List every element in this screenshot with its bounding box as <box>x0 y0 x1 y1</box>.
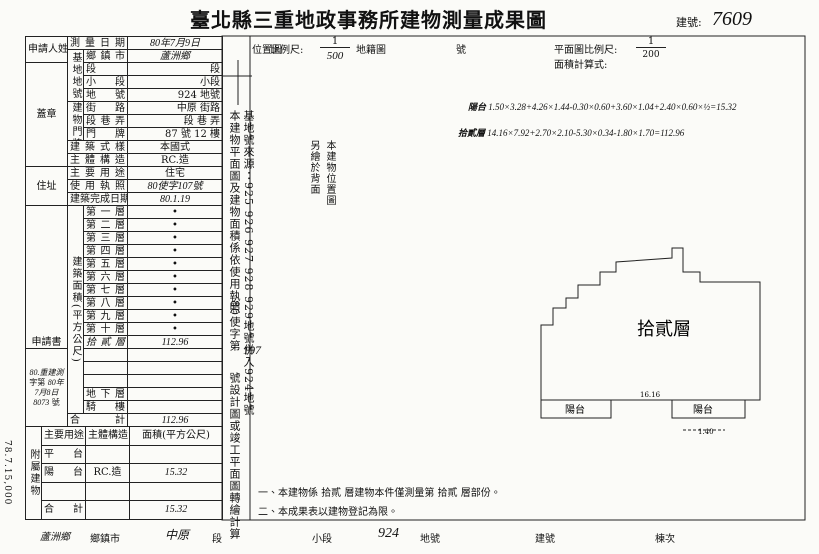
title: 臺北縣三重地政事務所建物測量成果圖 <box>190 8 547 32</box>
receipt-number-label: 號 <box>51 397 60 407</box>
balcony-label: 陽台 <box>693 403 713 416</box>
formula: 14.16×7.92+2.70×2.10-5.30×0.34-1.80×1.70… <box>487 128 685 138</box>
vertical-note: 基地號來源：925 926 927 928 929地號併入924地號 <box>242 110 255 416</box>
area-calc-label: 面積計算式: <box>554 60 608 71</box>
footer-township: 蘆洲鄉 <box>40 532 70 543</box>
formula-label: 拾貳層 <box>458 128 486 138</box>
dimension: 16.16 <box>640 391 661 399</box>
cell: 80.重建測 字第 80年7月8日 8073 號 <box>25 348 68 427</box>
footer-label: 建號 <box>535 534 555 545</box>
receipt-prefix: 80.重建測 <box>29 367 64 377</box>
receipt-word: 字第 <box>29 377 46 387</box>
building-no: 7609 <box>712 8 752 30</box>
footer: 蘆洲鄉 鄉鎮市 中原 段 小段 924 地號 建號 棟次 <box>0 522 819 554</box>
floor-scale-label: 平面圖比例尺: <box>554 45 618 56</box>
panel-border <box>221 35 806 521</box>
floor-label: 拾貳層 <box>637 319 691 340</box>
area-unit: (平方公尺) <box>70 303 81 364</box>
back-note: 另繪於背面 <box>308 140 319 195</box>
annex-table: 附屬建物 主要用途 主體構造 面積(平方公尺) 平台 陽台 RC.造 15.32 合計 15… <box>25 426 223 520</box>
footer-label: 鄉鎮市 <box>90 534 120 545</box>
formula: 1.50×3.28+4.26×1.44-0.30×0.60+3.60×1.04+… <box>488 102 737 112</box>
footer-label: 段 <box>212 534 222 545</box>
receipt-number: 8073 <box>33 397 50 407</box>
floor-scale-den: 200 <box>642 50 660 60</box>
footer-label: 小段 <box>312 534 332 545</box>
footer-lot: 924 <box>378 526 399 541</box>
cadastral-label: 地籍圖 <box>356 45 386 56</box>
balcony-outline <box>540 399 612 419</box>
vertical-note: 107 <box>243 343 261 357</box>
remark: 二、本成果表以建物登記為限。 <box>258 507 398 518</box>
location-label: 位置圖 <box>252 45 282 56</box>
building-no-label: 建號: <box>676 16 702 29</box>
cell: 申請書 <box>25 205 68 349</box>
formula-label: 陽台 <box>468 102 487 112</box>
vertical-note: 號設計圖或竣工平面圖轉繪計算 <box>228 372 241 540</box>
area-group: 建築面積 <box>70 255 81 304</box>
footer-section: 中原 <box>165 528 190 542</box>
number-label: 號 <box>456 45 466 56</box>
footer-label: 棟次 <box>655 534 675 545</box>
dimension: 1.40 <box>698 428 714 436</box>
side-note: 78.7.15,000 <box>2 440 12 506</box>
balcony-outline <box>671 399 746 419</box>
floor-scale-num: 1 <box>636 36 666 48</box>
vertical-note: 80使字第 <box>228 300 241 352</box>
footer-label: 地號 <box>420 534 440 545</box>
floor-outline <box>540 247 761 401</box>
scale-num: 1 <box>320 36 350 48</box>
remark: 一、本建物係 拾貳 層建物本件僅測量第 拾貳 層部份。 <box>258 488 501 499</box>
vertical-note: 本建物平面圖及建物面積係依使用執照 <box>228 110 241 314</box>
cell: 申請人姓名 <box>25 36 68 63</box>
back-note: 本建物位置圖 <box>324 140 335 206</box>
balcony-label: 陽台 <box>565 403 585 416</box>
cell: 住址 <box>25 166 68 206</box>
scale-den: 500 <box>326 50 344 62</box>
scale-label: 比例尺: <box>270 45 304 56</box>
receipt-date: 80年7月8日 <box>34 377 64 397</box>
